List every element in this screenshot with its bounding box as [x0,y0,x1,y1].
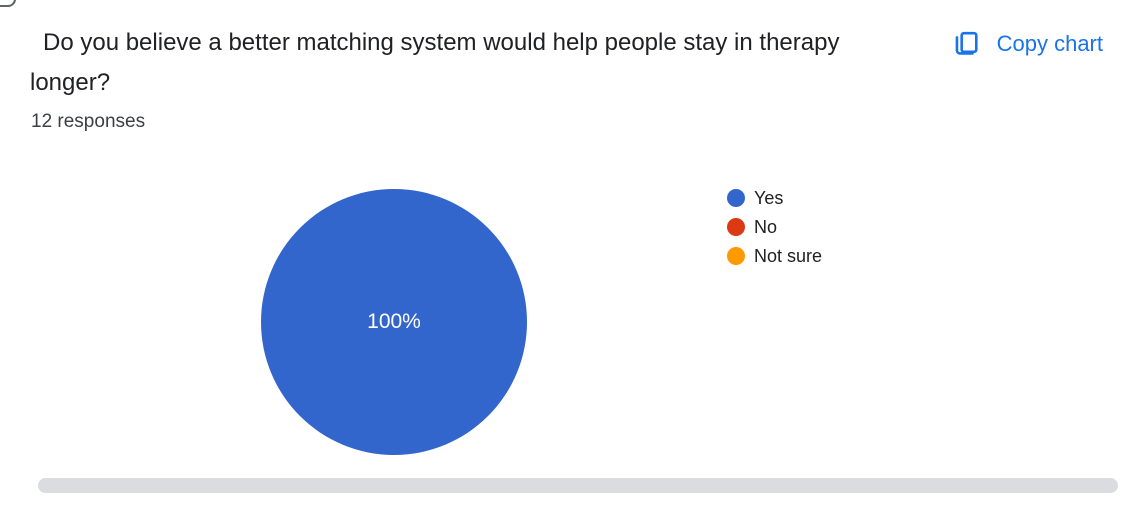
legend-label-yes: Yes [754,187,784,208]
legend: Yes No Not sure [727,187,823,276]
legend-label-not-sure: Not sure [754,245,823,266]
legend-swatch-not-sure [727,247,745,265]
horizontal-scrollbar-thumb[interactable] [38,478,1118,493]
legend-item-yes: Yes [727,187,822,208]
question-title: Do you believe a better matching system … [30,29,840,96]
pie-slice-label: 100% [367,310,421,333]
legend-item-no: No [727,216,822,237]
pie-chart: 100% [261,189,527,455]
copy-chart-label: Copy chart [996,30,1103,56]
legend-label-no: No [754,216,778,237]
copy-icon [952,29,979,58]
responses-count: 12 responses [31,111,146,132]
legend-swatch-no [727,218,745,236]
legend-swatch-yes [727,189,745,207]
copy-chart-button[interactable]: Copy chart [952,29,1103,58]
corner-artifact [0,0,16,7]
legend-item-not-sure: Not sure [727,245,823,266]
